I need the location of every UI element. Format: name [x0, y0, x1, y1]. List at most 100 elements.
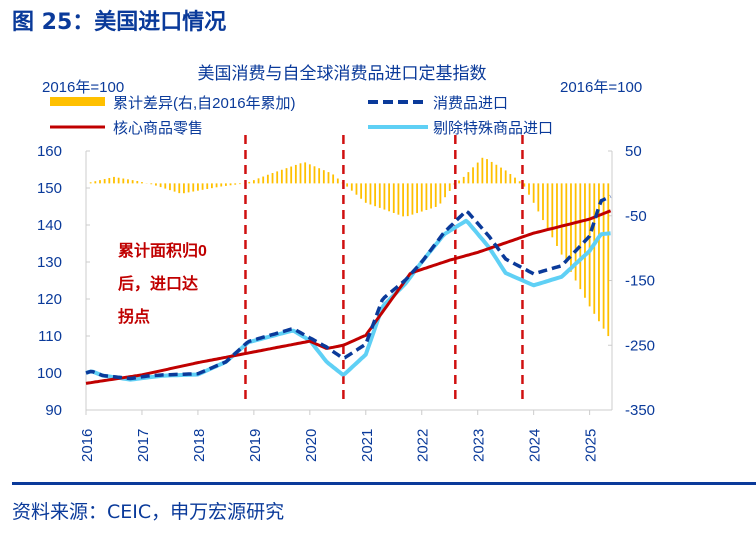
- left-axis-label: 2016年=100: [42, 79, 124, 96]
- divider: [12, 482, 756, 485]
- bar: [430, 183, 432, 209]
- bar: [374, 183, 377, 207]
- bar: [593, 183, 596, 314]
- bar: [108, 177, 111, 184]
- bar: [285, 168, 288, 184]
- bar: [336, 178, 339, 184]
- bar: [602, 183, 605, 329]
- bar: [215, 183, 218, 188]
- bar: [299, 163, 302, 184]
- bar: [383, 183, 386, 210]
- bar: [504, 170, 507, 184]
- bar: [523, 183, 526, 187]
- bar: [318, 168, 321, 184]
- bar: [420, 183, 423, 212]
- bar: [476, 162, 479, 184]
- bar: [486, 159, 488, 184]
- bar: [397, 183, 400, 215]
- bar: [434, 183, 437, 207]
- bar: [542, 183, 544, 221]
- bar: [313, 166, 316, 184]
- bar: [252, 180, 255, 184]
- bar: [402, 183, 404, 217]
- right-axis-label: 2016年=100: [560, 79, 642, 96]
- bar: [141, 182, 143, 184]
- x-tick: 2018: [191, 429, 208, 462]
- x-tick: 2021: [359, 429, 376, 462]
- y-tick-right: -350: [625, 402, 655, 419]
- bar: [490, 161, 493, 184]
- figure-title: 图 25：美国进口情况: [12, 10, 227, 35]
- x-tick: 2023: [471, 429, 488, 462]
- bar: [458, 180, 460, 184]
- bar: [467, 172, 470, 184]
- y-tick-right: -250: [625, 337, 655, 354]
- bar: [355, 183, 358, 195]
- bar: [472, 167, 474, 184]
- bar: [411, 183, 414, 215]
- bar: [350, 183, 353, 191]
- bar: [173, 183, 176, 192]
- bar: [257, 178, 260, 184]
- bar: [565, 183, 568, 264]
- bar: [94, 181, 97, 184]
- bar: [159, 183, 162, 188]
- y-tick-left: 90: [45, 402, 62, 419]
- x-tick: 2022: [415, 429, 432, 462]
- bar: [276, 171, 279, 184]
- bar: [570, 183, 572, 272]
- y-tick-right: -150: [625, 273, 655, 290]
- bar: [220, 183, 223, 187]
- bar: [416, 183, 418, 214]
- y-tick-right: 50: [625, 143, 642, 160]
- bar: [183, 183, 185, 194]
- bar: [89, 182, 92, 184]
- bar: [481, 157, 484, 184]
- bar: [238, 183, 241, 185]
- bar: [546, 183, 549, 229]
- bar: [364, 183, 367, 203]
- bar: [346, 183, 349, 187]
- bar: [588, 183, 591, 307]
- bar: [113, 176, 115, 184]
- bar: [131, 180, 134, 184]
- bar: [211, 183, 213, 189]
- source-note: 资料来源：CEIC，申万宏源研究: [12, 501, 285, 523]
- bar: [392, 183, 395, 213]
- series-line-core-retail: [85, 209, 612, 385]
- y-tick-left: 100: [37, 365, 62, 382]
- legend-label: 剔除特殊商品进口: [433, 120, 553, 137]
- legend-swatch-bars: [50, 97, 105, 106]
- bar: [509, 174, 512, 184]
- bar: [537, 183, 540, 212]
- y-tick-right: -50: [625, 208, 647, 225]
- bar: [229, 183, 232, 186]
- bar: [304, 162, 307, 184]
- bar: [439, 183, 442, 204]
- bar: [169, 183, 171, 191]
- bar: [187, 183, 190, 193]
- bar: [388, 183, 391, 212]
- bar: [528, 183, 530, 195]
- x-tick: 2024: [527, 429, 544, 462]
- bar: [495, 164, 498, 184]
- bar: [197, 183, 199, 191]
- bar: [248, 181, 251, 184]
- x-tick: 2025: [583, 429, 600, 462]
- bar: [327, 172, 330, 184]
- bar: [103, 179, 106, 184]
- bar: [598, 183, 600, 322]
- legend-label: 累计差异(右,自2016年累加): [113, 95, 296, 112]
- bar: [262, 176, 265, 184]
- bar: [178, 183, 181, 194]
- x-tick: 2016: [79, 429, 96, 462]
- y-tick-left: 150: [37, 180, 62, 197]
- legend-label: 核心商品零售: [113, 120, 203, 137]
- bar: [425, 183, 428, 211]
- bar: [556, 183, 558, 246]
- bar: [607, 183, 610, 337]
- bar: [360, 183, 363, 199]
- y-tick-left: 140: [37, 217, 62, 234]
- bar: [280, 169, 283, 184]
- bar: [448, 183, 451, 191]
